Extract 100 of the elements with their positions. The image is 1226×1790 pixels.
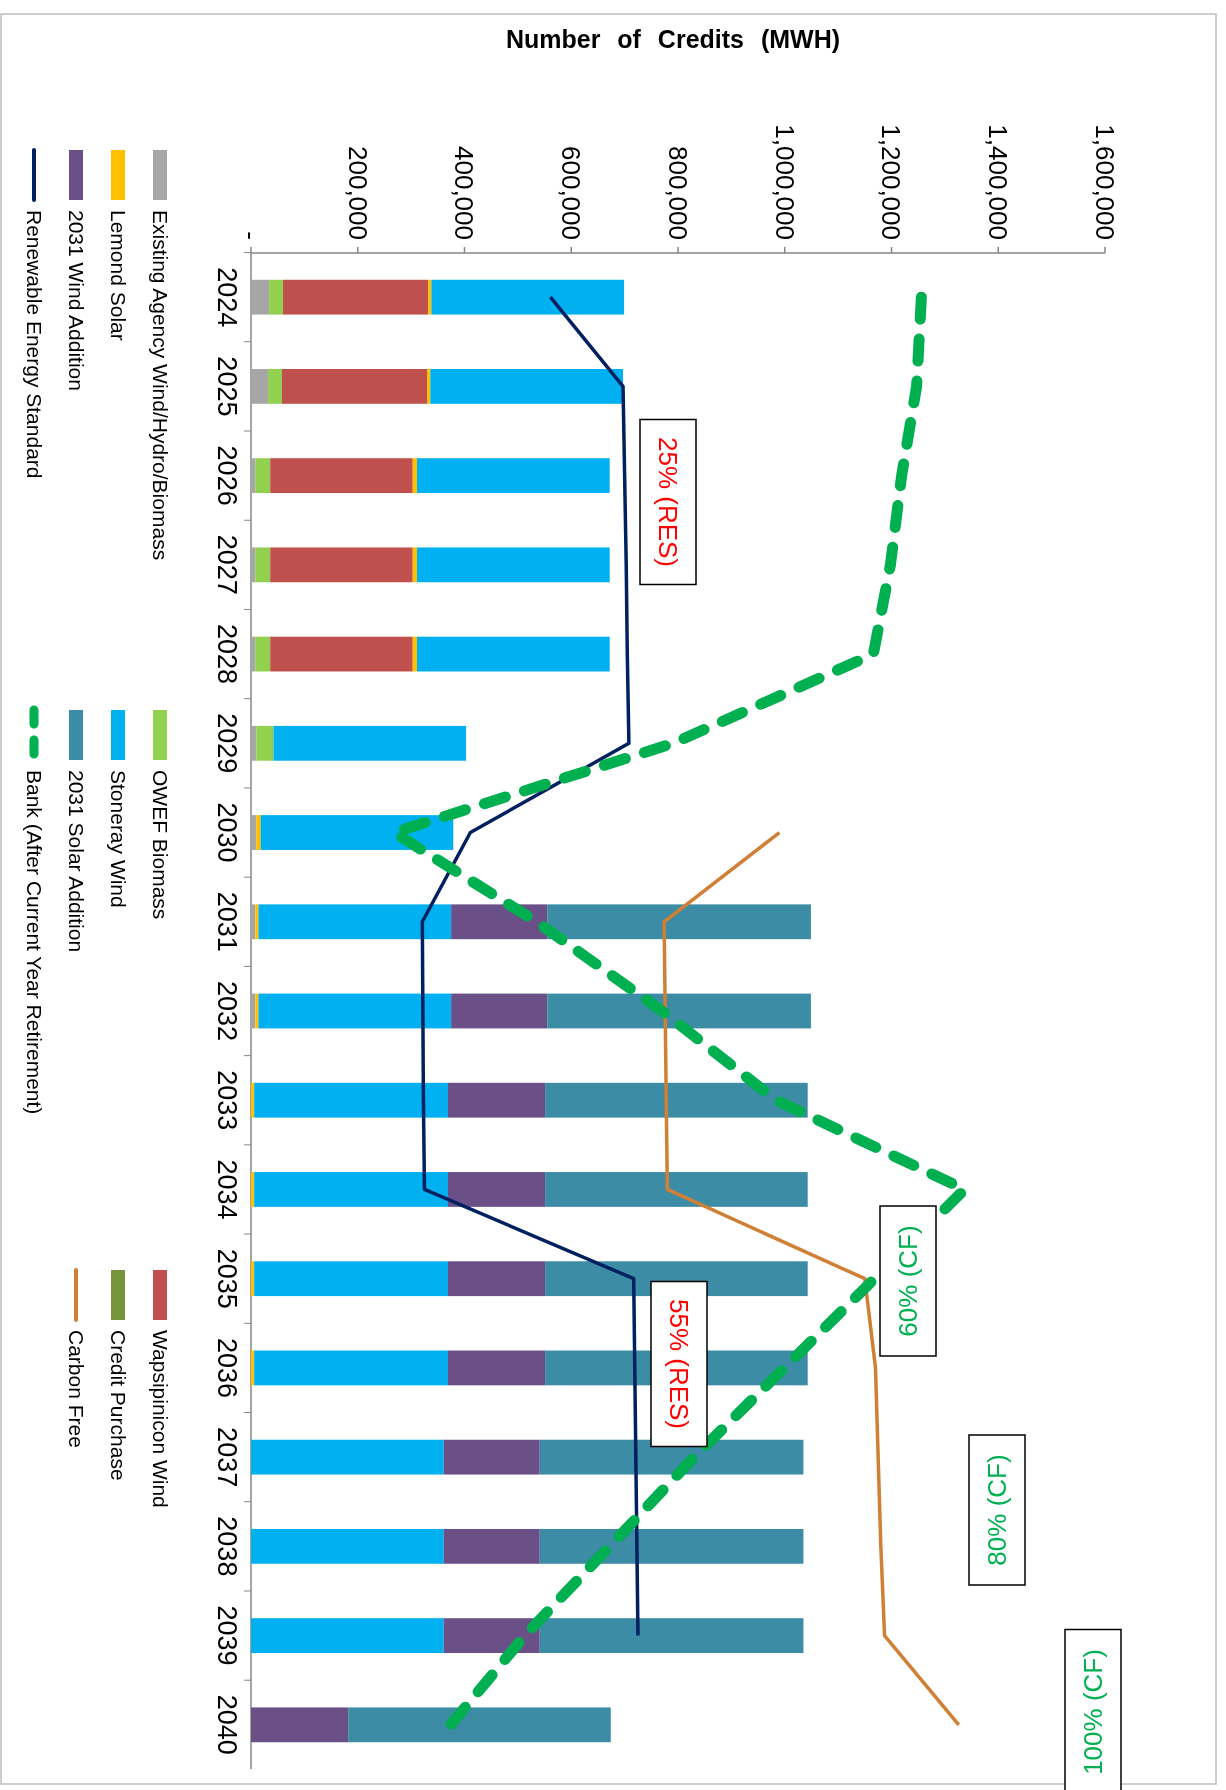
bar — [256, 815, 261, 850]
bar — [430, 369, 624, 404]
bar — [251, 1618, 444, 1653]
legend-label: 2031 Solar Addition — [64, 770, 88, 953]
bar — [254, 1350, 448, 1386]
bar — [417, 636, 610, 672]
y-tick-label: 2040 — [212, 1694, 242, 1755]
y-tick-label: 2032 — [212, 980, 242, 1042]
bar — [447, 1261, 546, 1297]
bar — [545, 1172, 808, 1207]
bar — [447, 1172, 546, 1207]
bar — [443, 1439, 540, 1475]
bar — [251, 1082, 255, 1118]
bar — [539, 1618, 804, 1653]
bar — [251, 1528, 444, 1564]
bar — [270, 636, 413, 672]
bar — [254, 1172, 448, 1207]
y-tick-label: 2037 — [212, 1427, 242, 1488]
bar — [348, 1707, 611, 1743]
bar — [251, 636, 256, 672]
bar — [251, 993, 256, 1029]
bar — [251, 725, 257, 761]
bar — [447, 1350, 546, 1386]
y-tick-label: 2029 — [212, 713, 242, 774]
bar — [281, 369, 428, 404]
x-tick-label: 400,000 — [449, 146, 480, 240]
x-tick-label: 1,000,000 — [769, 124, 800, 240]
bar — [431, 279, 625, 315]
y-tick-label: 2027 — [212, 534, 242, 595]
annotation: 80% (CF) — [982, 1454, 1013, 1566]
bar — [258, 904, 452, 940]
y-tick-label: 2028 — [212, 624, 242, 685]
bar — [251, 1707, 349, 1743]
bar — [254, 1082, 448, 1118]
bar — [283, 279, 429, 315]
legend-label: Wapsipinicon Wind — [148, 1330, 172, 1508]
y-tick-label: 2025 — [212, 356, 242, 417]
bar — [412, 636, 417, 672]
bar — [255, 993, 259, 1029]
bar — [255, 636, 271, 672]
legend-label: Credit Purchase — [106, 1330, 130, 1481]
bar — [417, 458, 610, 494]
x-tick-label: 800,000 — [662, 146, 693, 240]
bar — [251, 1172, 255, 1207]
y-tick-label: 2035 — [212, 1248, 242, 1309]
y-tick-label: 2036 — [212, 1337, 242, 1398]
bar — [251, 815, 257, 850]
annotation: 55% (RES) — [663, 1298, 694, 1430]
bar — [256, 725, 274, 761]
annotation: 60% (CF) — [893, 1225, 924, 1337]
bar — [451, 993, 548, 1029]
legend-label: Existing Agency Wind/Hydro/Biomass — [148, 210, 172, 561]
bar — [273, 725, 467, 761]
bar — [539, 1528, 804, 1564]
y-tick-label: 2030 — [212, 802, 242, 863]
legend-label: OWEF Biomass — [148, 770, 172, 920]
bar — [412, 547, 417, 583]
bar — [258, 993, 452, 1029]
bar — [443, 1618, 540, 1653]
bar — [447, 1082, 546, 1118]
legend-label: Lemond Solar — [106, 210, 130, 341]
legend-label: Renewable Energy Standard — [22, 210, 46, 479]
bar — [417, 547, 610, 583]
bar — [270, 547, 413, 583]
bar — [255, 458, 271, 494]
bar — [251, 1261, 255, 1297]
annotation: 25% (RES) — [652, 436, 683, 568]
bar — [251, 904, 256, 940]
bar — [270, 458, 413, 494]
bar — [427, 369, 431, 404]
y-tick-label: 2026 — [212, 445, 242, 506]
y-tick-label: 2034 — [212, 1159, 242, 1220]
y-tick-label: 2038 — [212, 1516, 242, 1577]
y-tick-label: 2024 — [212, 267, 242, 328]
bar — [547, 904, 811, 940]
x-tick-label: 1,200,000 — [876, 124, 907, 240]
x-tick-label: 1,600,000 — [1089, 124, 1120, 240]
bar — [251, 1350, 255, 1386]
bar — [547, 993, 811, 1029]
bar — [412, 458, 417, 494]
bar — [255, 904, 259, 940]
bar — [443, 1528, 540, 1564]
bar — [255, 547, 271, 583]
bar — [251, 279, 270, 315]
legend-label: Stoneray Wind — [106, 770, 130, 908]
x-tick-label: 200,000 — [342, 146, 373, 240]
bar — [545, 1082, 808, 1118]
bar — [251, 369, 269, 404]
x-axis-title: Number of Credits (MWH) — [505, 25, 841, 53]
legend-label: 2031 Wind Addition — [64, 210, 88, 391]
y-tick-label: 2039 — [212, 1605, 242, 1666]
bar — [251, 547, 256, 583]
annotation: 100% (CF) — [1078, 1649, 1109, 1775]
bar — [268, 369, 282, 404]
x-tick-label: 1,400,000 — [983, 124, 1014, 240]
legend-label: Bank (After Current Year Retirement) — [22, 770, 46, 1115]
bar — [251, 458, 256, 494]
x-tick-label: 600,000 — [556, 146, 587, 240]
bar — [251, 1439, 444, 1475]
bar — [254, 1261, 448, 1297]
